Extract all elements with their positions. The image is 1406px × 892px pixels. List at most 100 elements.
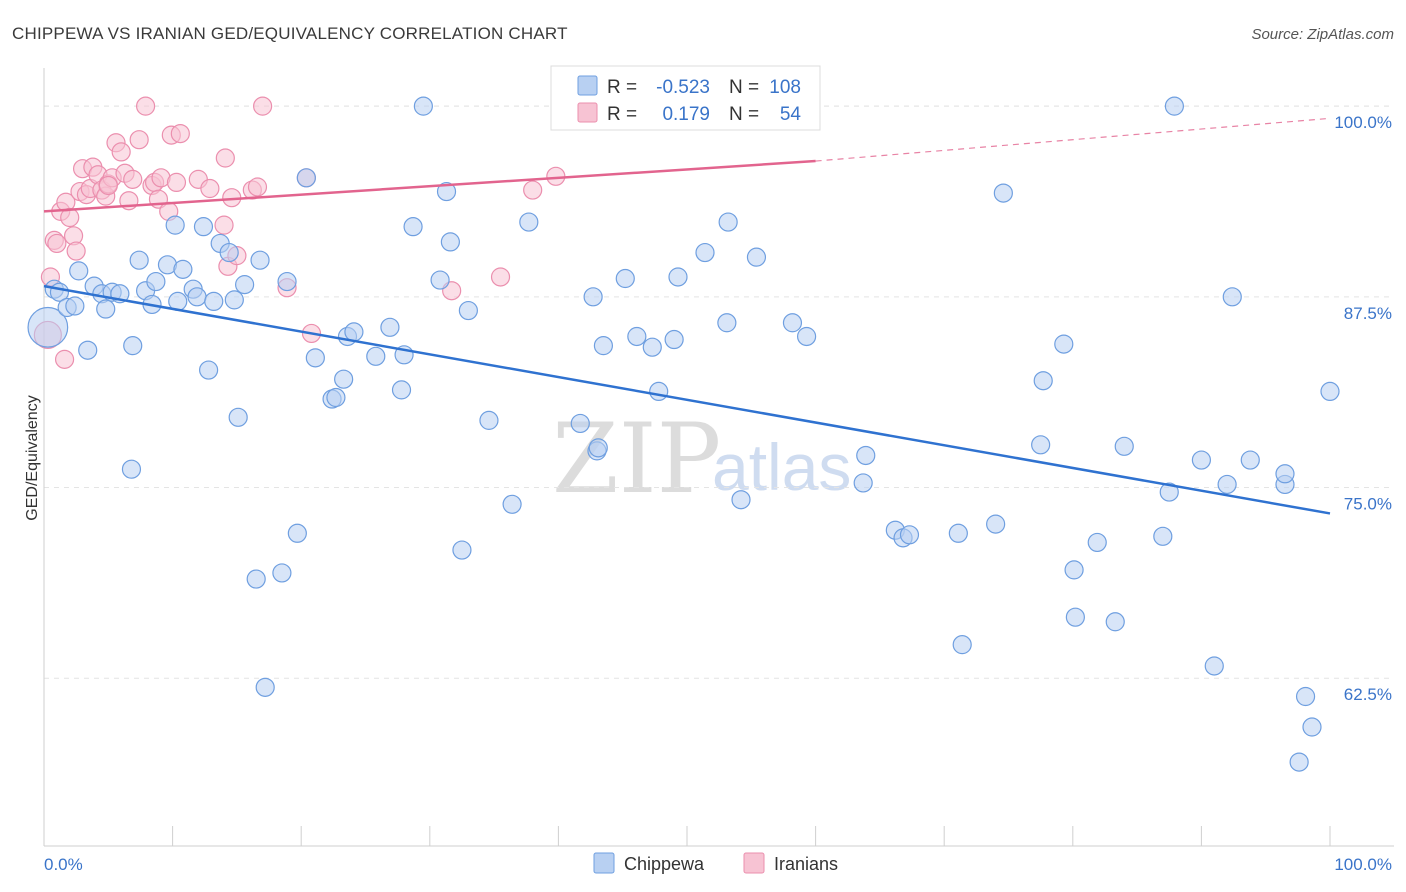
- chippewa-point: [344, 322, 364, 342]
- chippewa-point: [391, 380, 412, 400]
- iranians-point: [111, 142, 131, 162]
- series-legend: Chippewa Iranians: [593, 852, 838, 874]
- chippewa-point: [856, 445, 876, 466]
- chippewa-point: [1105, 612, 1125, 632]
- x-tick-label-max: 100.0%: [1334, 855, 1392, 874]
- chippewa-point: [69, 261, 89, 281]
- chippewa-point: [717, 313, 737, 333]
- chippewa-point: [588, 438, 608, 458]
- chippewa-point: [952, 635, 972, 655]
- x-tick-labels: 0.0% 100.0%: [44, 855, 1392, 874]
- chippewa-point: [255, 677, 275, 697]
- chippewa-point: [65, 296, 85, 316]
- chippewa-point: [452, 540, 472, 560]
- chippewa-point: [430, 270, 450, 290]
- chippewa-point: [1302, 717, 1322, 737]
- chippewa-point: [570, 413, 590, 434]
- chippewa-point: [1153, 526, 1173, 546]
- chippewa-point: [78, 340, 98, 360]
- chippewa-point: [235, 275, 255, 295]
- chippewa-point: [165, 215, 185, 235]
- chippewa-point: [1114, 436, 1134, 456]
- chippewa-point: [123, 336, 143, 356]
- chippewa-point: [993, 183, 1013, 203]
- y-tick-label: 62.5%: [1344, 685, 1392, 704]
- chippewa-point: [899, 525, 920, 545]
- iranians-point: [98, 175, 118, 196]
- legend-n-label-chippewa: N =: [729, 77, 759, 98]
- series-chippewa: [27, 96, 1340, 772]
- iranians-point: [166, 172, 187, 193]
- chippewa-point: [296, 168, 316, 188]
- chippewa-point: [272, 563, 292, 583]
- chippewa-point: [413, 96, 433, 116]
- watermark-atlas: atlas: [712, 430, 851, 504]
- chippewa-point: [668, 267, 688, 287]
- chippewa-point: [228, 407, 248, 427]
- chippewa-point: [250, 250, 270, 270]
- series-iranians: [33, 96, 723, 369]
- chippewa-point: [305, 348, 325, 368]
- legend-r-value-chippewa: -0.523: [656, 77, 710, 98]
- chippewa-point: [642, 337, 662, 357]
- chart-source: Source: ZipAtlas.com: [1251, 26, 1394, 43]
- chippewa-point: [853, 473, 873, 493]
- chippewa-point: [1222, 287, 1242, 307]
- chippewa-point: [1064, 560, 1084, 580]
- iranians-point: [247, 177, 268, 197]
- legend-r-label-iranians: R =: [607, 104, 637, 125]
- iranians-point: [54, 349, 75, 369]
- series-legend-label-chippewa: Chippewa: [624, 854, 705, 874]
- legend-swatch-iranians: [577, 102, 598, 123]
- chippewa-point: [277, 271, 297, 292]
- chippewa-point: [219, 242, 239, 263]
- chippewa-point: [948, 523, 968, 543]
- chippewa-point: [479, 410, 499, 430]
- chippewa-point: [173, 259, 193, 279]
- iranians-point: [546, 166, 566, 186]
- chippewa-point: [746, 247, 767, 267]
- chippewa-point: [731, 490, 751, 510]
- iranians-point: [66, 241, 86, 261]
- chippewa-point: [1159, 482, 1179, 502]
- legend-r-value-iranians: 0.179: [662, 104, 710, 125]
- chippewa-point: [1217, 474, 1237, 495]
- chippewa-point: [986, 514, 1006, 534]
- chippewa-point: [1320, 381, 1340, 402]
- chippewa-trend-line: [43, 284, 1331, 515]
- chippewa-point: [334, 369, 354, 389]
- chippewa-point: [664, 329, 684, 350]
- axes: [43, 68, 1394, 847]
- iranians-point: [215, 148, 235, 168]
- chippewa-point: [627, 326, 647, 347]
- chippewa-point: [782, 313, 803, 333]
- x-tick-label-min: 0.0%: [44, 855, 83, 874]
- iranians-point: [170, 123, 190, 144]
- chippewa-point: [246, 569, 266, 589]
- chippewa-point: [121, 459, 142, 479]
- chippewa-point: [199, 360, 219, 380]
- iranians-point: [490, 267, 511, 287]
- chippewa-point: [436, 181, 457, 202]
- chippewa-point: [649, 381, 669, 402]
- chippewa-point: [380, 317, 400, 337]
- chippewa-point: [796, 326, 817, 347]
- y-tick-label: 87.5%: [1344, 304, 1392, 323]
- series-legend-swatch-iranians: [743, 852, 765, 874]
- y-axis-label: GED/Equivalency: [24, 395, 41, 520]
- watermark: ZIP atlas: [552, 403, 851, 515]
- legend-n-value-chippewa: 108: [769, 77, 801, 98]
- chippewa-point: [1295, 686, 1316, 707]
- iranians-point: [135, 96, 156, 116]
- chippewa-point: [129, 250, 149, 270]
- chippewa-point: [187, 287, 207, 307]
- legend-r-label-chippewa: R =: [607, 77, 637, 98]
- chippewa-point: [204, 291, 224, 311]
- chippewa-point: [1275, 464, 1295, 484]
- y-tick-label: 75.0%: [1344, 495, 1392, 514]
- chippewa-point: [519, 212, 539, 232]
- chippewa-point: [96, 299, 116, 319]
- chippewa-point: [502, 494, 522, 514]
- chippewa-point: [583, 287, 603, 307]
